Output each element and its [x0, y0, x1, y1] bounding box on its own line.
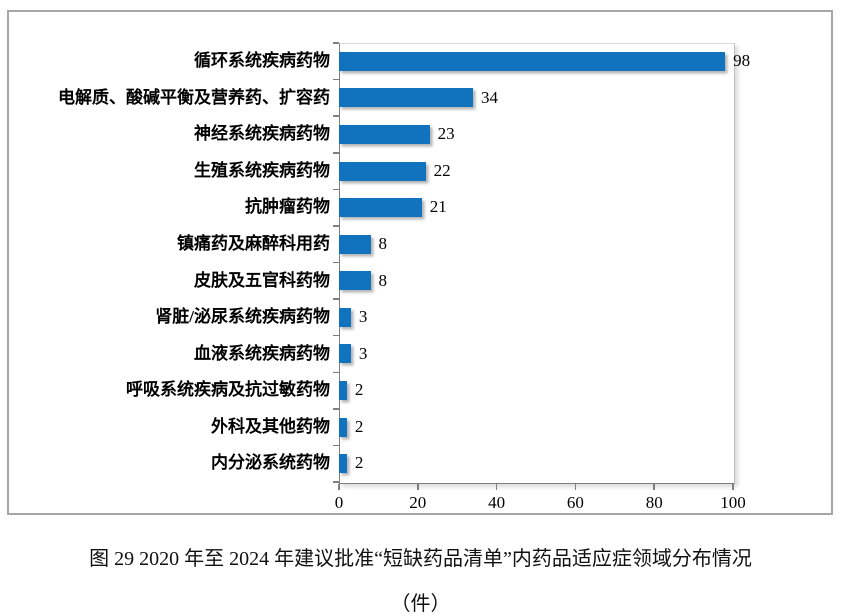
bar — [339, 307, 351, 327]
category-label: 镇痛药及麻醉科用药 — [177, 233, 330, 253]
value-label: 2 — [354, 453, 364, 473]
x-tick-label: 0 — [334, 493, 344, 512]
y-axis-tick — [333, 152, 339, 154]
x-axis-tick — [417, 483, 419, 490]
category-label: 肾脏/泌尿系统疾病药物 — [155, 307, 330, 327]
value-label: 21 — [429, 197, 447, 217]
category-label: 生殖系统疾病药物 — [194, 160, 330, 180]
value-label: 98 — [733, 51, 751, 70]
bar — [339, 344, 351, 364]
bar — [339, 124, 430, 144]
value-label: 2 — [354, 380, 364, 400]
category-label: 电解质、酸碱平衡及营养药、扩容药 — [58, 87, 330, 107]
y-axis-tick — [333, 444, 339, 447]
value-label: 23 — [437, 124, 455, 144]
x-tick-label: 80 — [645, 493, 663, 512]
bar — [339, 381, 347, 401]
bar — [339, 51, 726, 71]
value-label: 22 — [433, 160, 451, 180]
y-axis-tick — [333, 42, 339, 44]
figure-caption-line1: 图 29 2020 年至 2024 年建议批准“短缺药品清单”内药品适应症领域分… — [89, 548, 752, 570]
bar — [339, 271, 371, 291]
value-label: 8 — [378, 270, 388, 290]
bar — [339, 161, 426, 181]
chart-figure: 循环系统疾病药物 98 电解质、酸碱平衡及营养药、扩容药 34 神经系统疾病药物 23 生殖… — [7, 10, 833, 515]
y-axis-tick — [333, 261, 339, 264]
x-tick-label: 20 — [409, 493, 427, 512]
y-axis-tick — [333, 115, 339, 117]
category-label: 抗肿瘤药物 — [245, 197, 330, 217]
category-label: 神经系统疾病药物 — [194, 124, 330, 144]
bar — [339, 88, 473, 108]
category-label: 呼吸系统疾病及抗过敏药物 — [126, 380, 330, 400]
x-axis-tick — [653, 483, 655, 490]
category-label: 内分泌系统药物 — [211, 453, 330, 473]
y-axis-tick — [333, 225, 339, 227]
category-label: 循环系统疾病药物 — [194, 51, 330, 70]
x-tick-label: 40 — [488, 493, 506, 512]
bar — [339, 454, 347, 474]
bar — [339, 234, 371, 254]
value-label: 3 — [358, 307, 368, 327]
y-axis-tick — [333, 408, 339, 410]
value-label: 8 — [378, 233, 388, 253]
figure-caption-line2: （件） — [390, 593, 451, 615]
x-axis-tick — [338, 483, 340, 490]
x-tick-label: 60 — [566, 493, 584, 512]
x-axis-tick — [495, 483, 498, 490]
y-axis-tick — [333, 298, 339, 300]
x-tick-label: 100 — [720, 493, 746, 512]
value-label: 34 — [480, 87, 498, 107]
plot-area — [339, 43, 735, 484]
x-axis-tick — [574, 483, 577, 490]
y-axis-tick — [333, 371, 339, 373]
bar — [339, 417, 347, 437]
y-axis-tick — [333, 334, 339, 337]
category-label: 皮肤及五官科药物 — [194, 270, 330, 290]
y-axis-tick — [333, 188, 339, 191]
y-axis-tick — [333, 78, 339, 81]
bar — [339, 198, 422, 218]
value-label: 2 — [354, 416, 364, 436]
y-axis-tick — [333, 481, 339, 483]
value-label: 3 — [358, 343, 368, 363]
category-label: 血液系统疾病药物 — [194, 343, 330, 363]
category-label: 外科及其他药物 — [211, 416, 330, 436]
x-axis-tick — [732, 483, 734, 490]
